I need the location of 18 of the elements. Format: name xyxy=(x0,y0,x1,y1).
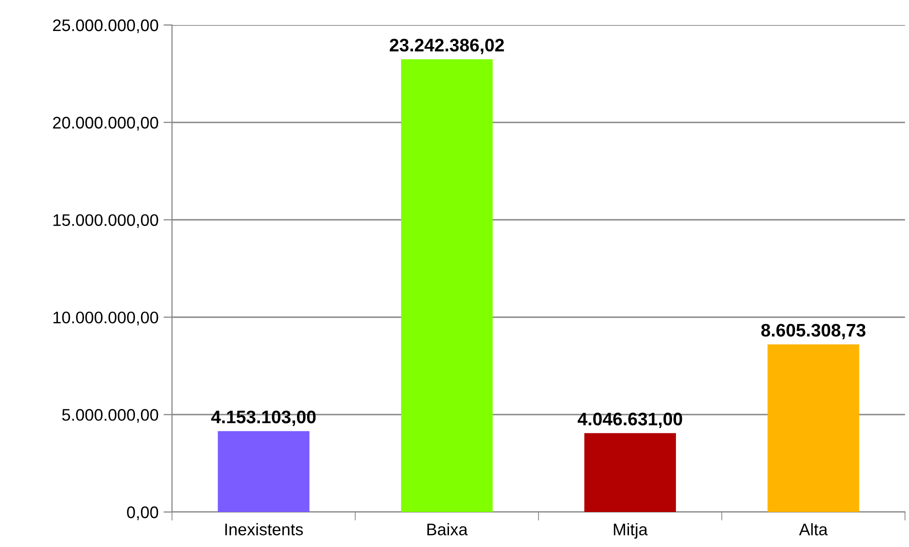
y-tick-label: 15.000.000,00 xyxy=(54,214,158,228)
y-tick-label: 20.000.000,00 xyxy=(53,116,158,131)
bar xyxy=(768,344,860,512)
y-tick-label: 25.000.000,00 xyxy=(53,19,158,34)
x-tick-label: Alta xyxy=(799,523,828,536)
data-label: 4.046.631,00 xyxy=(578,412,682,428)
x-tick-label: Inexistents xyxy=(225,523,303,536)
bar xyxy=(218,431,310,512)
bar xyxy=(584,433,676,512)
x-tick-label: Baixa xyxy=(427,523,468,536)
data-label: 23.242.386,02 xyxy=(390,38,504,54)
data-label: 8.605.308,73 xyxy=(761,324,866,340)
y-tick-label: 0,00 xyxy=(127,506,158,520)
y-tick-label: 10.000.000,00 xyxy=(54,312,158,326)
y-tick-label: 5.000.000,00 xyxy=(62,409,158,423)
x-tick-label: Mitja xyxy=(614,523,648,539)
data-label: 4.153.103,00 xyxy=(211,410,316,426)
bar xyxy=(401,59,493,512)
